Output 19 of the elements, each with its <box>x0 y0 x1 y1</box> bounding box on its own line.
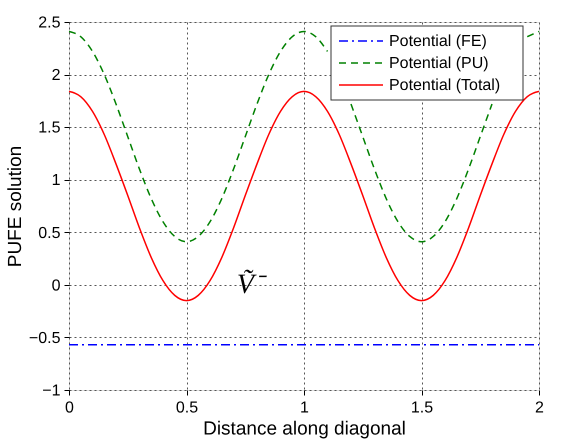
y-tick-label: 0.5 <box>38 224 61 242</box>
legend-label: Potential (PU) <box>389 55 489 72</box>
y-tick-label: 1.5 <box>38 120 61 137</box>
y-tick-label: 0 <box>52 277 61 294</box>
x-tick-label: 2 <box>535 400 544 416</box>
y-tick-label: −1 <box>42 382 61 400</box>
annotation: Ṽ⁻ <box>236 269 267 300</box>
y-tick-label: 2 <box>52 67 61 84</box>
y-tick-label: 1 <box>52 172 61 190</box>
y-axis-title: PUFE solution <box>4 146 26 268</box>
x-tick-label: 1.5 <box>410 400 434 416</box>
x-axis-title: Distance along diagonal <box>203 418 406 440</box>
x-tick-label: 0 <box>65 400 74 416</box>
x-tick-label: 1 <box>300 400 310 416</box>
y-tick-label: 2.5 <box>38 14 61 32</box>
legend-label: Potential (FE) <box>389 33 487 50</box>
x-tick-label: 0.5 <box>176 400 198 416</box>
y-tick-label: −0.5 <box>28 330 61 347</box>
legend-label: Potential (Total) <box>389 77 500 94</box>
